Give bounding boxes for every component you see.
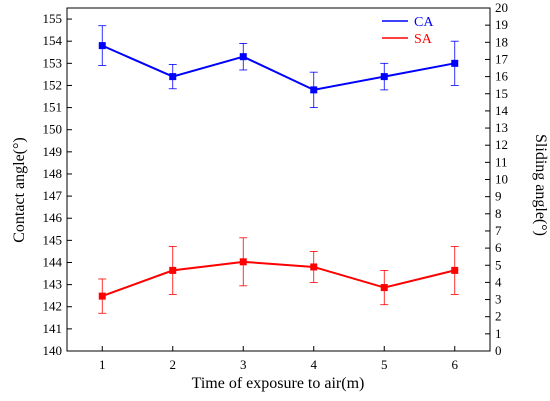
right-tick-label: 15 [495,86,508,101]
left-tick-label: 148 [43,166,63,181]
right-tick-label: 3 [495,292,502,307]
right-tick-label: 0 [495,343,502,358]
legend-label-sa: SA [414,32,433,47]
left-tick-label: 140 [43,343,63,358]
x-axis-ticks: 1 2 3 4 5 6 [99,346,459,372]
left-tick-label: 152 [43,77,63,92]
series-sa [98,237,459,314]
right-tick-label: 19 [495,17,508,32]
right-tick-label: 10 [495,172,508,187]
right-tick-label: 20 [495,0,508,15]
data-point-ca [169,73,177,81]
right-tick-label: 4 [495,274,502,289]
right-tick-label: 5 [495,257,502,272]
right-tick-label: 11 [495,154,508,169]
data-point-sa [169,266,177,274]
left-tick-label: 150 [43,122,63,137]
data-point-sa [380,284,388,292]
right-tick-label: 14 [495,103,509,118]
left-tick-label: 145 [43,232,63,247]
right-tick-label: 18 [495,34,508,49]
left-tick-label: 143 [43,277,63,292]
right-tick-label: 17 [495,51,509,66]
data-point-ca [451,59,459,67]
right-tick-label: 8 [495,206,502,221]
left-tick-label: 149 [43,144,63,159]
right-tick-label: 16 [495,69,509,84]
x-tick-label: 2 [170,357,177,372]
right-tick-label: 7 [495,223,502,238]
left-tick-label: 142 [43,299,63,314]
left-tick-label: 141 [43,321,63,336]
right-tick-label: 9 [495,189,502,204]
right-tick-label: 2 [495,309,502,324]
right-tick-label: 1 [495,326,502,341]
data-point-ca [239,53,247,61]
left-axis-label: Contact angle(°) [11,137,28,242]
left-tick-label: 154 [43,33,63,48]
series-line-sa [101,260,455,298]
left-tick-label: 155 [43,11,63,26]
right-tick-label: 13 [495,120,508,135]
data-point-sa [451,266,459,274]
plot-frame [66,7,491,352]
x-tick-label: 6 [452,357,459,372]
data-point-sa [98,292,106,300]
x-tick-label: 3 [240,357,247,372]
series-ca [98,25,459,108]
left-tick-label: 147 [43,188,63,203]
right-tick-label: 6 [495,240,502,255]
x-tick-label: 1 [99,357,106,372]
x-tick-label: 5 [381,357,388,372]
legend-label-ca: CA [414,15,434,30]
x-axis-label: Time of exposure to air(m) [192,375,365,392]
left-tick-label: 146 [43,210,63,225]
series-layer [98,25,459,314]
data-point-ca [310,86,318,94]
legend: CA SA [382,15,434,47]
left-tick-label: 151 [43,100,63,115]
data-point-sa [239,258,247,266]
data-point-ca [98,42,106,50]
series-line-ca [101,44,455,91]
right-tick-label: 12 [495,137,508,152]
data-point-ca [380,73,388,81]
right-axis-label: Sliding angle(°) [532,134,549,236]
x-tick-label: 4 [311,357,318,372]
left-axis-ticks: 140 141 142 143 144 145 146 147 148 149 150 151 152 1… [43,11,72,358]
left-tick-label: 144 [43,254,63,269]
left-tick-label: 153 [43,55,63,70]
data-point-sa [310,263,318,271]
